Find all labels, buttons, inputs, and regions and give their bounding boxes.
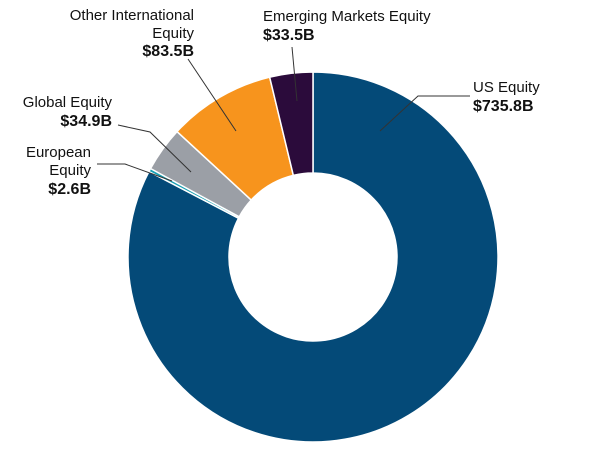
label-us-value: $735.8B	[473, 98, 534, 115]
leader-lines	[97, 46, 470, 182]
label-global-name: Global Equity	[23, 94, 113, 111]
leader-line-global	[117, 124, 192, 173]
label-emerging-name: Emerging Markets Equity	[263, 8, 431, 25]
label-us: US Equity $735.8B	[473, 79, 540, 115]
label-european-name-line1: European	[26, 144, 91, 161]
label-global: Global Equity $34.9B	[23, 94, 113, 130]
label-other: Other International Equity $83.5B	[70, 7, 195, 60]
label-emerging: Emerging Markets Equity $33.5B	[263, 8, 431, 44]
slice-emerging-markets-equity	[268, 71, 314, 177]
label-european-name-line2: Equity	[49, 162, 91, 179]
leader-line-other	[187, 58, 237, 132]
leader-line-european	[97, 163, 173, 182]
label-global-value: $34.9B	[60, 113, 112, 130]
label-european: European Equity $2.6B	[26, 144, 92, 198]
label-emerging-value: $33.5B	[263, 27, 315, 44]
label-other-name-line1: Other International	[70, 7, 194, 24]
slice-us-equity	[127, 71, 499, 443]
leader-line-emerging	[291, 46, 298, 102]
donut-slices	[127, 71, 499, 443]
label-other-value: $83.5B	[142, 43, 194, 60]
label-other-name-line2: Equity	[152, 25, 194, 42]
label-us-name: US Equity	[473, 79, 540, 96]
label-european-value: $2.6B	[48, 181, 91, 198]
leader-line-us	[379, 95, 470, 132]
